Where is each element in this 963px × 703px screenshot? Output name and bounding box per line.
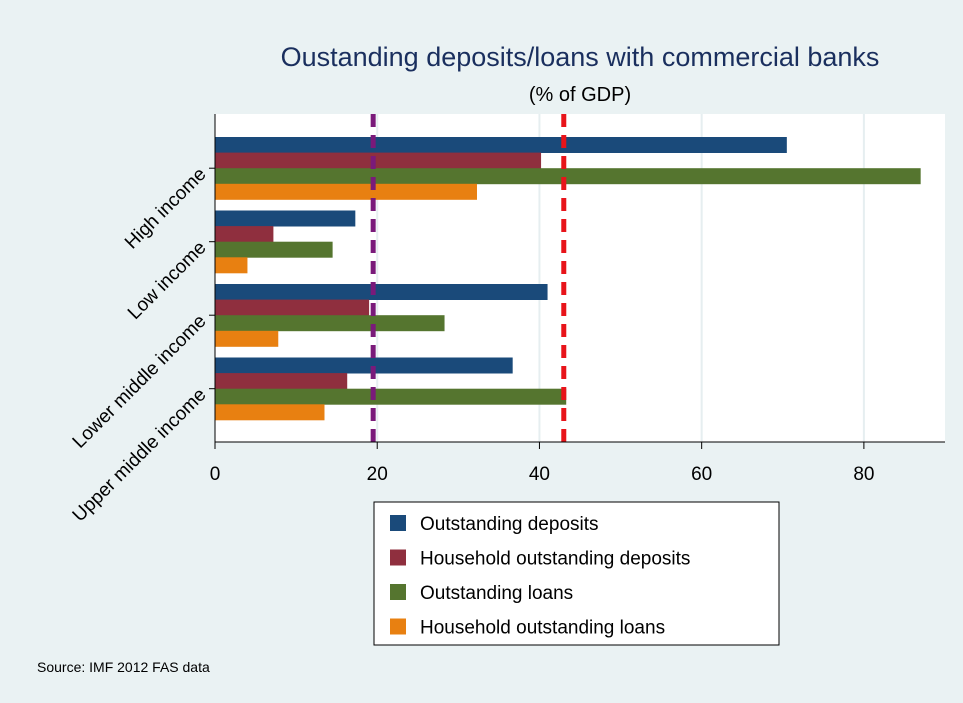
chart-subtitle: (% of GDP)	[529, 84, 631, 106]
legend-label: Outstanding loans	[420, 583, 573, 604]
reference-lines	[370, 114, 567, 442]
legend-swatch	[390, 618, 406, 635]
x-tick-label: 40	[529, 464, 550, 485]
x-tick-label: 60	[691, 464, 712, 485]
x-axis-ticks: 0 20 40 60 80	[210, 442, 874, 485]
category-label: Lower middle income	[69, 311, 211, 453]
bar	[215, 373, 348, 390]
legend-swatch	[390, 515, 406, 531]
bars	[215, 137, 921, 421]
bar	[215, 241, 333, 258]
bar	[215, 315, 445, 332]
x-tick-label: 20	[367, 464, 388, 485]
bar	[215, 284, 548, 300]
legend-label: Outstanding deposits	[420, 514, 599, 535]
legend-swatch	[390, 584, 406, 600]
legend-label: Household outstanding loans	[420, 618, 665, 639]
bar	[215, 257, 248, 274]
legend: Outstanding deposits Household outstandin…	[373, 501, 780, 646]
legend-box	[373, 501, 780, 646]
bar	[215, 210, 356, 227]
bar	[215, 168, 921, 185]
bar	[215, 330, 279, 347]
bar	[215, 183, 477, 200]
bar	[215, 299, 370, 316]
bar	[215, 388, 567, 405]
plot-area	[214, 114, 945, 443]
legend-swatch	[390, 549, 406, 566]
bar	[215, 404, 325, 421]
category-label: Upper middle income	[69, 384, 211, 526]
x-tick-label: 80	[853, 464, 874, 485]
bar	[215, 152, 542, 169]
bar	[215, 137, 787, 153]
bar	[215, 226, 274, 243]
bar	[215, 357, 513, 374]
chart-title: Oustanding deposits/loans with commercia…	[281, 42, 880, 72]
x-tick-label: 0	[210, 464, 221, 485]
legend-label: Household outstanding deposits	[420, 549, 690, 570]
source-note: Source: IMF 2012 FAS data	[37, 659, 210, 675]
